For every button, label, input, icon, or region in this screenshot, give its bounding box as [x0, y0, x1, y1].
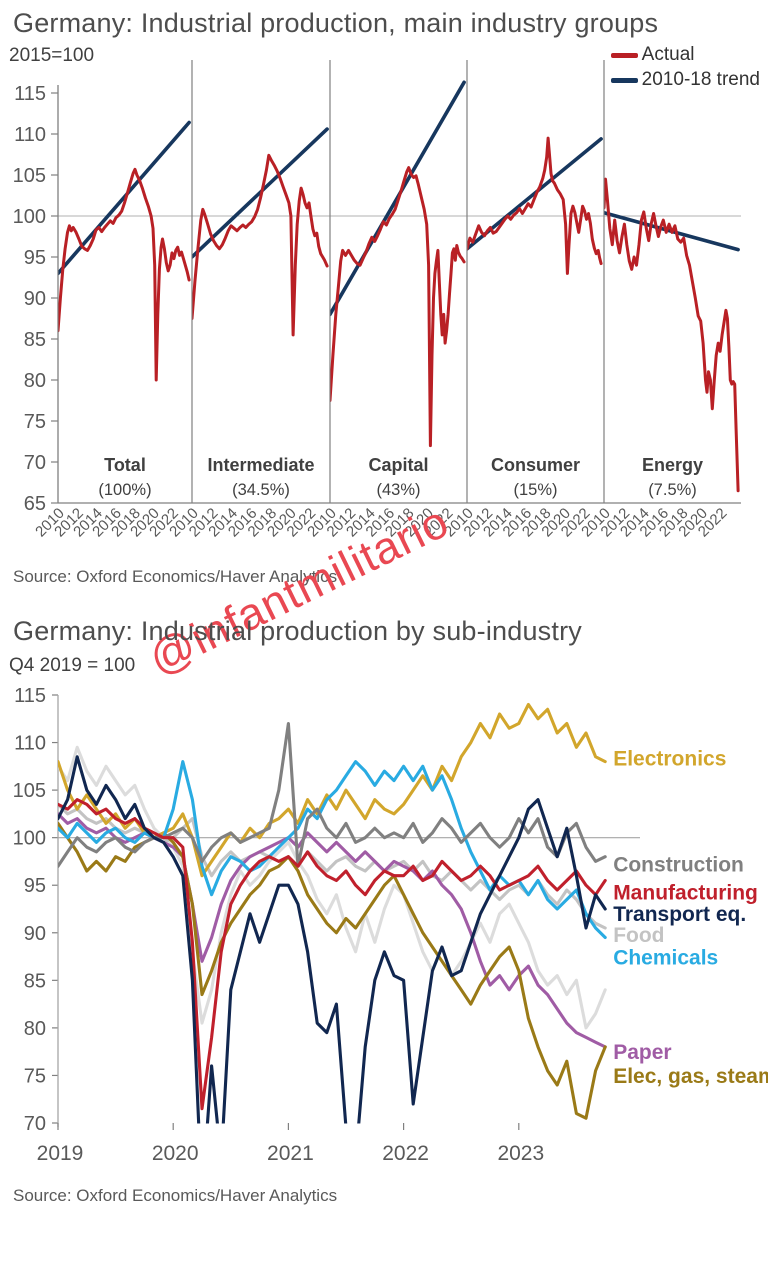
series-line-electronics	[58, 702, 607, 878]
y-tick-label: 80	[24, 1018, 46, 1040]
series-line-transport-eq-	[58, 755, 607, 1124]
x-tick-label: 2022	[382, 1142, 429, 1165]
y-tick-label: 75	[24, 1065, 46, 1087]
series-label-food: Food	[613, 924, 664, 947]
y-tick-label: 70	[24, 1113, 46, 1135]
y-tick-label: 80	[24, 370, 46, 392]
legend-label-actual: Actual	[641, 44, 695, 65]
trend-line-total	[58, 120, 191, 276]
actual-line-total	[58, 167, 191, 382]
y-tick-label: 70	[24, 452, 46, 474]
y-tick-label: 90	[24, 288, 46, 310]
chart2-title: Germany: Industrial production by sub-in…	[13, 616, 582, 646]
panel-share: (15%)	[513, 481, 557, 499]
y-tick-label: 115	[14, 83, 46, 105]
chart2-subtitle: Q4 2019 = 100	[9, 655, 136, 676]
legend-item-trend: 2010-18 trend	[610, 69, 760, 91]
y-tick-label: 100	[13, 828, 46, 850]
x-tick-label: 2020	[152, 1142, 199, 1165]
y-tick-label: 100	[13, 206, 46, 228]
y-tick-label: 110	[14, 124, 46, 146]
x-tick-label: 2023	[497, 1142, 544, 1165]
series-label-transport-eq-: Transport eq.	[613, 903, 746, 926]
panel-share: (7.5%)	[648, 481, 697, 499]
panel-share: (43%)	[376, 481, 420, 499]
y-tick-label: 95	[24, 875, 46, 897]
y-tick-label: 95	[24, 247, 46, 269]
x-tick-label: 2019	[37, 1142, 84, 1165]
chart1-legend: Actual 2010-18 trend	[610, 44, 760, 91]
legend-item-actual: Actual	[610, 44, 695, 66]
series-label-chemicals: Chemicals	[613, 947, 718, 970]
y-tick-label: 90	[24, 923, 46, 945]
actual-line-energy	[604, 177, 740, 493]
y-tick-label: 105	[13, 165, 46, 187]
series-label-manufacturing: Manufacturing	[613, 881, 758, 904]
series-line-construction	[58, 721, 607, 868]
actual-line-consumer	[467, 136, 603, 275]
series-line-manufacturing	[58, 798, 607, 1111]
panel-share: (34.5%)	[232, 481, 290, 499]
y-tick-label: 85	[24, 970, 46, 992]
y-tick-label: 115	[14, 685, 46, 707]
y-tick-label: 105	[13, 780, 46, 802]
chart1-source: Source: Oxford Economics/Haver Analytics	[13, 567, 338, 586]
trend-line-swatch	[610, 77, 638, 83]
y-tick-label: 75	[24, 411, 46, 433]
series-label-construction: Construction	[613, 854, 744, 877]
series-label-electronics: Electronics	[613, 748, 726, 771]
panel-name: Consumer	[491, 455, 580, 475]
chart1-subtitle: 2015=100	[9, 45, 95, 66]
legend-label-trend: 2010-18 trend	[641, 69, 760, 90]
trend-line-capital	[330, 80, 466, 317]
y-tick-label: 110	[14, 733, 46, 755]
panel-name: Intermediate	[207, 455, 314, 475]
series-line-chemicals	[58, 760, 607, 940]
y-tick-label: 85	[24, 329, 46, 351]
x-tick-label: 2021	[267, 1142, 314, 1165]
trend-line-intermediate	[192, 127, 329, 259]
panel-name: Energy	[642, 455, 703, 475]
panel-name: Total	[104, 455, 146, 475]
series-label-elec-gas-steam: Elec, gas, steam	[613, 1065, 768, 1088]
chart2-source: Source: Oxford Economics/Haver Analytics	[13, 1186, 338, 1205]
chart1-title: Germany: Industrial production, main ind…	[13, 8, 659, 38]
y-tick-label: 65	[24, 493, 46, 515]
panel-share: (100%)	[98, 481, 151, 499]
actual-line-capital	[330, 166, 466, 448]
panel-name: Capital	[368, 455, 428, 475]
series-label-paper: Paper	[613, 1041, 671, 1064]
series-line--unlabeled-light-gray-	[58, 745, 607, 1030]
actual-line-intermediate	[192, 153, 329, 337]
actual-line-swatch	[610, 52, 638, 58]
